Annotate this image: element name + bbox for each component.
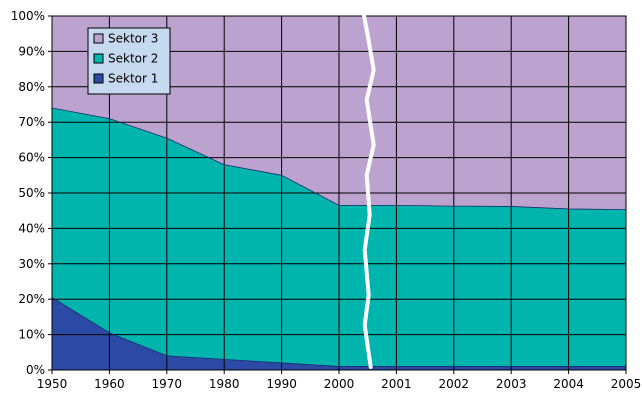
y-tick-label: 10% <box>18 328 45 342</box>
y-tick-label: 50% <box>18 186 45 200</box>
y-tick-label: 30% <box>18 257 45 271</box>
x-tick-label: 1980 <box>209 377 240 391</box>
x-tick-label: 2001 <box>381 377 412 391</box>
legend-label-sektor-3: Sektor 3 <box>108 32 158 46</box>
legend-swatch-sektor-3 <box>93 33 104 44</box>
y-axis-tick-labels: 0% 10% 20% 30% 40% 50% 60% 70% 80% 90% 100% <box>11 9 45 377</box>
x-tick-label: 1950 <box>37 377 68 391</box>
x-tick-label: 2004 <box>553 377 584 391</box>
y-tick-label: 60% <box>18 151 45 165</box>
axes <box>48 15 627 374</box>
y-tick-label: 90% <box>18 44 45 58</box>
y-tick-label: 80% <box>18 80 45 94</box>
axis-break-squiggle <box>361 12 376 369</box>
y-tick-label: 100% <box>11 9 45 23</box>
legend-swatch-sektor-1 <box>93 73 104 84</box>
line-sektor-2 <box>51 107 627 211</box>
legend-label-sektor-1: Sektor 1 <box>108 72 158 86</box>
line-sektor-1 <box>51 297 626 367</box>
y-tick-label: 20% <box>18 292 45 306</box>
x-tick-label: 1990 <box>266 377 297 391</box>
legend-label-sektor-2: Sektor 2 <box>108 52 158 66</box>
x-tick-label: 1960 <box>94 377 125 391</box>
x-tick-label: 1970 <box>152 377 183 391</box>
series-outlines <box>51 107 627 367</box>
y-tick-label: 40% <box>18 221 45 235</box>
legend-swatch-sektor-2 <box>93 53 104 64</box>
x-tick-label: 2003 <box>496 377 527 391</box>
x-tick-label: 2002 <box>439 377 470 391</box>
x-tick-label: 2005 <box>611 377 642 391</box>
x-axis-tick-labels: 1950 1960 1970 1980 1990 2000 2001 2002 2003 2004… <box>37 377 642 391</box>
y-tick-label: 70% <box>18 115 45 129</box>
x-tick-label: 2000 <box>324 377 355 391</box>
y-tick-label: 0% <box>26 363 45 377</box>
legend: Sektor 3 Sektor 2 Sektor 1 <box>87 27 171 95</box>
